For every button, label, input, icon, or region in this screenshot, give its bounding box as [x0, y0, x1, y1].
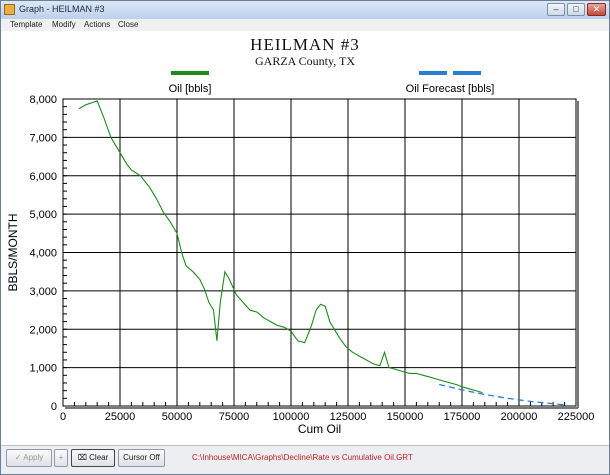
check-icon: ✓	[14, 453, 24, 462]
x-tick-label: 125000	[330, 411, 367, 423]
legend-forecast-label: Oil Forecast [bbls]	[406, 83, 495, 95]
maximize-button[interactable]: □	[567, 3, 585, 16]
x-tick-label: 225000	[558, 411, 595, 423]
y-tick-label: 1,000	[29, 363, 57, 375]
series-line-oil	[78, 100, 483, 394]
clear-button-label: Clear	[89, 453, 109, 462]
y-tick-label: 3,000	[29, 286, 57, 298]
x-tick-label: 25000	[105, 411, 136, 423]
menu-close[interactable]: Close	[118, 20, 139, 29]
menu-actions[interactable]: Actions	[84, 20, 111, 29]
minimize-button[interactable]: –	[547, 3, 565, 16]
x-tick-label: 50000	[162, 411, 193, 423]
series-line-oil-forecast	[439, 383, 565, 406]
y-tick-label: 7,000	[29, 132, 57, 144]
clear-button[interactable]: ⌧ Clear	[71, 449, 115, 467]
clear-icon: ⌧	[77, 453, 90, 462]
title-bar[interactable]: Graph - HEILMAN #3 – □ ✕	[1, 1, 609, 19]
window-title: Graph - HEILMAN #3	[19, 4, 105, 14]
graph-subtitle: GARZA County, TX	[254, 54, 355, 68]
y-tick-label: 8,000	[29, 94, 57, 106]
apply-button[interactable]: ✓ Apply	[6, 449, 52, 467]
y-tick-label: 6,000	[29, 171, 57, 183]
cursor-off-button[interactable]: Cursor Off	[118, 449, 165, 467]
apply-button-label: Apply	[23, 453, 44, 462]
app-icon	[4, 4, 15, 15]
graph-title: HEILMAN #3	[250, 35, 360, 54]
template-path: C:\Inhouse\MICA\Graphs\Decline\Rate vs C…	[192, 453, 413, 462]
y-axis-label: BBLS/MONTH	[6, 213, 20, 291]
y-tick-label: 2,000	[29, 324, 57, 336]
menu-modify[interactable]: Modify	[52, 20, 76, 29]
legend-oil-label: Oil [bbls]	[169, 83, 212, 95]
x-axis-label: Cum Oil	[298, 422, 341, 436]
x-tick-label: 0	[60, 411, 66, 423]
x-tick-label: 200000	[501, 411, 538, 423]
menu-bar: Template Modify Actions Close	[1, 19, 609, 31]
x-tick-label: 100000	[273, 411, 310, 423]
x-tick-label: 75000	[219, 411, 250, 423]
bottom-toolbar: ✓ Apply + ⌧ Clear Cursor Off C:\Inhouse\…	[1, 446, 609, 474]
close-button[interactable]: ✕	[587, 3, 606, 16]
x-tick-label: 175000	[444, 411, 481, 423]
x-tick-label: 150000	[387, 411, 424, 423]
y-tick-label: 0	[51, 401, 57, 413]
add-button[interactable]: +	[54, 449, 68, 467]
y-tick-label: 4,000	[29, 248, 57, 260]
y-tick-label: 5,000	[29, 209, 57, 221]
menu-template[interactable]: Template	[10, 20, 43, 29]
rate-vs-cum-chart[interactable]: 0 25000 50000 75000 100000 125000 150000 175000…	[1, 1, 609, 446]
